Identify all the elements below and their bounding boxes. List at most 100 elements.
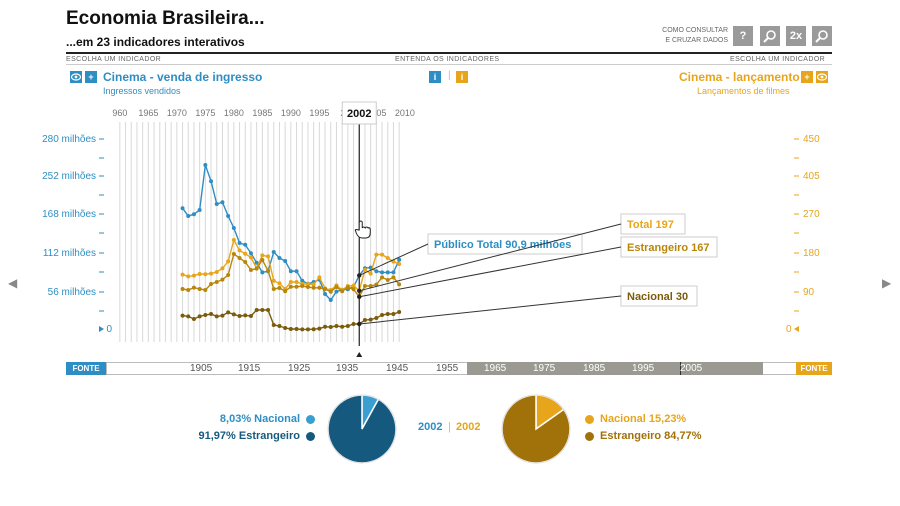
data-point xyxy=(397,310,402,314)
data-point xyxy=(368,317,373,322)
x-tick-label: 1965 xyxy=(138,108,158,118)
data-point xyxy=(311,282,316,287)
data-point xyxy=(362,284,367,288)
tooltip-anchor xyxy=(357,321,362,327)
left-indicator-title[interactable]: Cinema - venda de ingresso xyxy=(103,70,263,84)
data-point xyxy=(380,252,385,257)
data-point xyxy=(231,312,236,317)
data-point xyxy=(294,327,299,331)
data-point xyxy=(260,253,265,258)
data-point xyxy=(191,317,196,321)
zoom-in-button[interactable] xyxy=(760,26,780,46)
y-left-tick-label: 168 milhões xyxy=(42,209,96,220)
data-point xyxy=(300,327,305,332)
selected-year-label: 2002 xyxy=(347,108,371,120)
data-point xyxy=(380,270,385,275)
timeline-year-label: 1905 xyxy=(190,363,213,374)
data-point xyxy=(226,310,231,315)
data-point xyxy=(271,278,276,283)
timeline-year-label: 1985 xyxy=(583,363,606,374)
timeline-year-label: 1975 xyxy=(533,363,556,374)
data-point xyxy=(266,308,271,312)
pie-left-legend-1: 8,03% Nacional xyxy=(219,413,300,425)
data-point xyxy=(288,280,293,284)
help-button[interactable]: ? xyxy=(733,26,753,46)
data-point xyxy=(209,282,214,286)
data-point xyxy=(374,269,379,274)
data-point xyxy=(317,326,322,331)
previous-arrow-icon[interactable]: ◀ xyxy=(8,276,18,290)
data-point xyxy=(391,275,396,280)
line-chart[interactable]: 9601965197019751980198519901995200200520… xyxy=(0,100,900,362)
tooltip-label: Nacional 30 xyxy=(627,291,688,303)
legend-dot xyxy=(306,432,315,441)
data-point xyxy=(243,242,248,247)
data-point xyxy=(180,206,185,211)
data-point xyxy=(214,280,219,284)
add-indicator-right-button[interactable]: + xyxy=(801,71,813,83)
data-point xyxy=(283,289,288,294)
data-point xyxy=(351,287,356,292)
data-point xyxy=(328,289,333,294)
pie-right-year: 2002 xyxy=(456,421,481,433)
data-point xyxy=(248,255,253,260)
data-point xyxy=(374,282,379,287)
add-indicator-left-button[interactable]: + xyxy=(85,71,97,83)
data-point xyxy=(248,314,253,318)
info-right-button[interactable]: i xyxy=(456,71,468,83)
tooltip-label: Total 197 xyxy=(627,219,674,231)
data-point xyxy=(305,327,310,332)
data-point xyxy=(294,284,299,289)
data-point xyxy=(260,308,265,312)
data-point xyxy=(397,262,402,266)
data-point xyxy=(283,326,288,330)
data-point xyxy=(328,325,333,329)
help-caption-line2: E CRUZAR DADOS xyxy=(665,37,728,44)
timeline-handle[interactable] xyxy=(467,362,763,375)
timeline-year-label: 1925 xyxy=(288,363,311,374)
data-point xyxy=(209,312,214,316)
left-indicator-subtitle: Ingressos vendidos xyxy=(103,86,181,96)
data-point xyxy=(266,254,271,259)
timeline-year-label: 1965 xyxy=(484,363,507,374)
source-left-button[interactable]: FONTE xyxy=(66,362,106,375)
next-arrow-icon[interactable]: ▶ xyxy=(882,276,892,290)
data-point xyxy=(374,252,379,257)
data-point xyxy=(380,313,385,317)
tooltip-connector xyxy=(359,223,622,292)
data-point xyxy=(311,285,316,290)
data-point xyxy=(254,308,259,312)
info-left-button[interactable]: i xyxy=(429,71,441,83)
data-point xyxy=(266,268,271,273)
eye-toggle-left[interactable] xyxy=(70,71,82,83)
data-point xyxy=(305,285,310,289)
data-point xyxy=(345,324,350,328)
tooltip-connector xyxy=(359,246,622,298)
data-point xyxy=(283,259,288,263)
data-point xyxy=(214,202,219,206)
hand-cursor-icon xyxy=(354,220,371,239)
eye-toggle-right[interactable] xyxy=(816,71,828,83)
source-right-button[interactable]: FONTE xyxy=(796,362,832,375)
data-point xyxy=(271,287,276,291)
help-caption[interactable]: COMO CONSULTAR E CRUZAR DADOS xyxy=(640,26,728,46)
center-caption: ENTENDA OS INDICADORES xyxy=(395,56,500,63)
legend-dot xyxy=(585,415,594,424)
right-indicator-title[interactable]: Cinema - lançamento xyxy=(679,70,800,84)
right-indicator-caption: ESCOLHA UM INDICADOR xyxy=(730,56,826,63)
data-point xyxy=(334,285,339,289)
data-point xyxy=(277,281,282,286)
data-point xyxy=(220,200,225,205)
zoom-out-button[interactable] xyxy=(812,26,832,46)
data-point xyxy=(362,318,367,322)
data-point xyxy=(186,214,191,218)
data-point xyxy=(391,312,396,316)
zoom-2x-button[interactable]: 2x xyxy=(786,26,806,46)
data-point xyxy=(197,208,202,212)
data-point xyxy=(300,278,305,283)
data-point xyxy=(300,284,305,288)
data-point xyxy=(277,286,282,290)
data-point xyxy=(226,214,231,218)
y-left-tick-label: 112 milhões xyxy=(43,248,96,259)
data-point xyxy=(214,314,219,319)
